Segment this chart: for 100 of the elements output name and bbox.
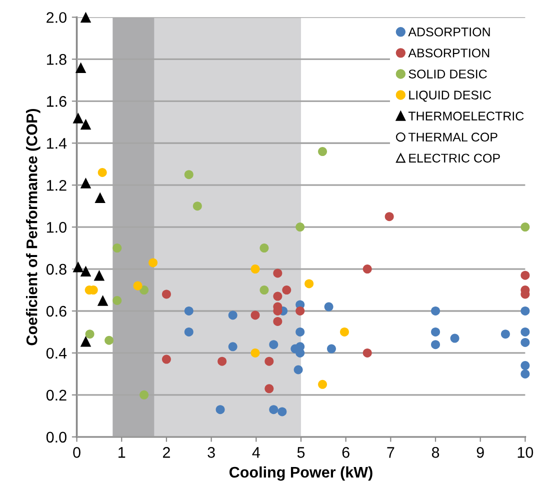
point xyxy=(72,112,84,124)
point xyxy=(362,348,372,358)
point xyxy=(148,258,158,268)
point xyxy=(278,407,287,416)
point xyxy=(72,262,84,272)
point xyxy=(162,290,171,299)
point xyxy=(112,296,122,305)
x-tick-label: 3 xyxy=(208,447,215,458)
point xyxy=(85,330,94,339)
point xyxy=(162,354,171,364)
point xyxy=(260,244,269,253)
point xyxy=(228,342,238,352)
point xyxy=(140,390,149,400)
point xyxy=(431,327,440,336)
legend-label: THERMAL COP xyxy=(408,132,498,142)
y-axis-title: Coeficient of Performance (COP) xyxy=(26,108,40,346)
point xyxy=(520,369,530,378)
point xyxy=(104,336,114,345)
point xyxy=(250,348,260,358)
y-tick-label: 0.0 xyxy=(46,432,66,443)
point xyxy=(80,266,92,277)
point xyxy=(250,310,260,320)
y-tick-label: 1.2 xyxy=(47,180,66,191)
point xyxy=(80,178,92,188)
point xyxy=(362,264,372,274)
point xyxy=(273,268,282,278)
point xyxy=(80,12,92,23)
y-tick-label: 1.6 xyxy=(47,96,66,107)
x-axis-title: Cooling Power (kW) xyxy=(229,466,372,481)
point xyxy=(133,281,142,290)
point xyxy=(520,222,530,232)
point xyxy=(192,202,202,211)
legend-label: ELECTRIC COP xyxy=(409,154,500,163)
point xyxy=(80,336,92,347)
point xyxy=(264,356,274,366)
y-tick-label: 0.4 xyxy=(46,348,67,359)
y-tick-label: 1.0 xyxy=(47,222,66,233)
point xyxy=(75,62,86,73)
point xyxy=(273,292,282,301)
y-tick-label: 0.6 xyxy=(46,306,66,317)
x-tick-label: 10 xyxy=(518,447,534,458)
point xyxy=(431,340,440,350)
point xyxy=(326,344,336,354)
point xyxy=(520,270,530,280)
y-tick-label: 1.4 xyxy=(47,138,67,149)
point xyxy=(216,405,225,414)
legend-label: ADSORPTION xyxy=(408,28,490,36)
point xyxy=(260,286,269,295)
legend-label: ABSORPTION xyxy=(408,48,490,58)
point xyxy=(140,286,149,295)
x-tick-label: 0 xyxy=(73,447,80,458)
point xyxy=(520,306,530,316)
y-tick-label: 0.2 xyxy=(46,390,66,401)
x-tick-label: 7 xyxy=(387,447,394,458)
point xyxy=(269,340,278,350)
point xyxy=(228,310,238,320)
legend-label: SOLID DESIC xyxy=(408,70,487,78)
x-tick-label: 1 xyxy=(118,447,126,458)
x-tick-label: 6 xyxy=(342,447,350,458)
point xyxy=(318,147,328,156)
legend-label: LIQUID DESIC xyxy=(409,90,492,102)
y-tick-label: 1.8 xyxy=(47,54,66,65)
x-tick-label: 2 xyxy=(162,447,170,458)
x-tick-label: 8 xyxy=(432,447,440,458)
point xyxy=(97,295,108,306)
y-tick-label: 0.8 xyxy=(46,264,66,275)
point xyxy=(450,334,460,343)
point xyxy=(184,327,194,336)
point xyxy=(294,365,303,374)
point xyxy=(250,264,260,274)
x-tick-label: 4 xyxy=(252,447,260,458)
point xyxy=(184,306,194,316)
point xyxy=(384,212,394,222)
point xyxy=(318,380,328,389)
y-tick-label: 2.0 xyxy=(46,12,66,23)
point xyxy=(269,405,278,414)
point xyxy=(324,302,334,312)
point xyxy=(112,244,122,253)
point xyxy=(340,327,349,336)
point xyxy=(94,270,105,281)
point xyxy=(431,306,440,316)
point xyxy=(520,327,530,336)
point xyxy=(273,316,282,326)
point xyxy=(80,118,92,130)
point xyxy=(282,286,292,295)
point xyxy=(520,338,530,347)
point xyxy=(304,279,314,288)
x-tick-label: 5 xyxy=(297,447,305,458)
point xyxy=(500,330,510,339)
point xyxy=(296,222,305,232)
point xyxy=(296,327,305,336)
point xyxy=(264,384,274,394)
legend-label: THERMOELECTRIC xyxy=(408,112,524,121)
point xyxy=(520,361,530,370)
x-tick-label: 9 xyxy=(476,447,484,458)
point xyxy=(296,306,305,316)
point xyxy=(218,356,227,366)
point xyxy=(98,168,107,177)
point xyxy=(94,192,106,204)
point xyxy=(184,170,194,180)
